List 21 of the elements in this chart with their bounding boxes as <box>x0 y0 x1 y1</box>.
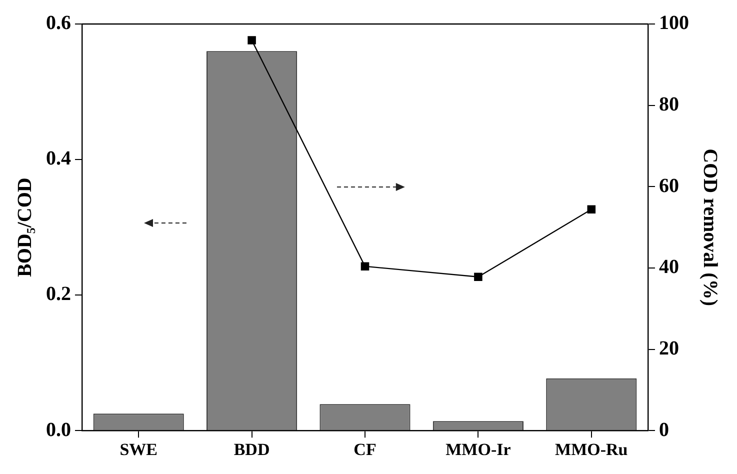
y-axis-title: BOD₅/COD <box>14 178 36 277</box>
x-tick-label: MMO-Ir <box>446 440 512 460</box>
y2-tick-label: 80 <box>659 93 679 116</box>
point <box>587 205 596 214</box>
x-tick-label: SWE <box>120 440 158 460</box>
point <box>360 262 370 270</box>
x-tick-label: CF <box>354 440 376 460</box>
x-tick-label: MMO-Ru <box>555 440 628 460</box>
y2-tick-label: 20 <box>659 337 679 360</box>
y-tick-label: 0.4 <box>46 148 71 170</box>
y2-tick-label: 0 <box>659 418 669 441</box>
y-tick-label: 0.2 <box>46 283 71 306</box>
y-tick-label: 0.0 <box>46 418 71 441</box>
y2-tick-label: 60 <box>659 174 679 197</box>
y-tick-label: 0.6 <box>46 12 71 34</box>
point <box>248 36 256 44</box>
y2-axis-title: COD removal (%) <box>698 148 721 306</box>
x-tick-label: BDD <box>234 440 270 460</box>
y2-tick-label: 40 <box>659 256 679 278</box>
y2-tick-label: 100 <box>659 12 689 34</box>
point <box>474 272 482 282</box>
